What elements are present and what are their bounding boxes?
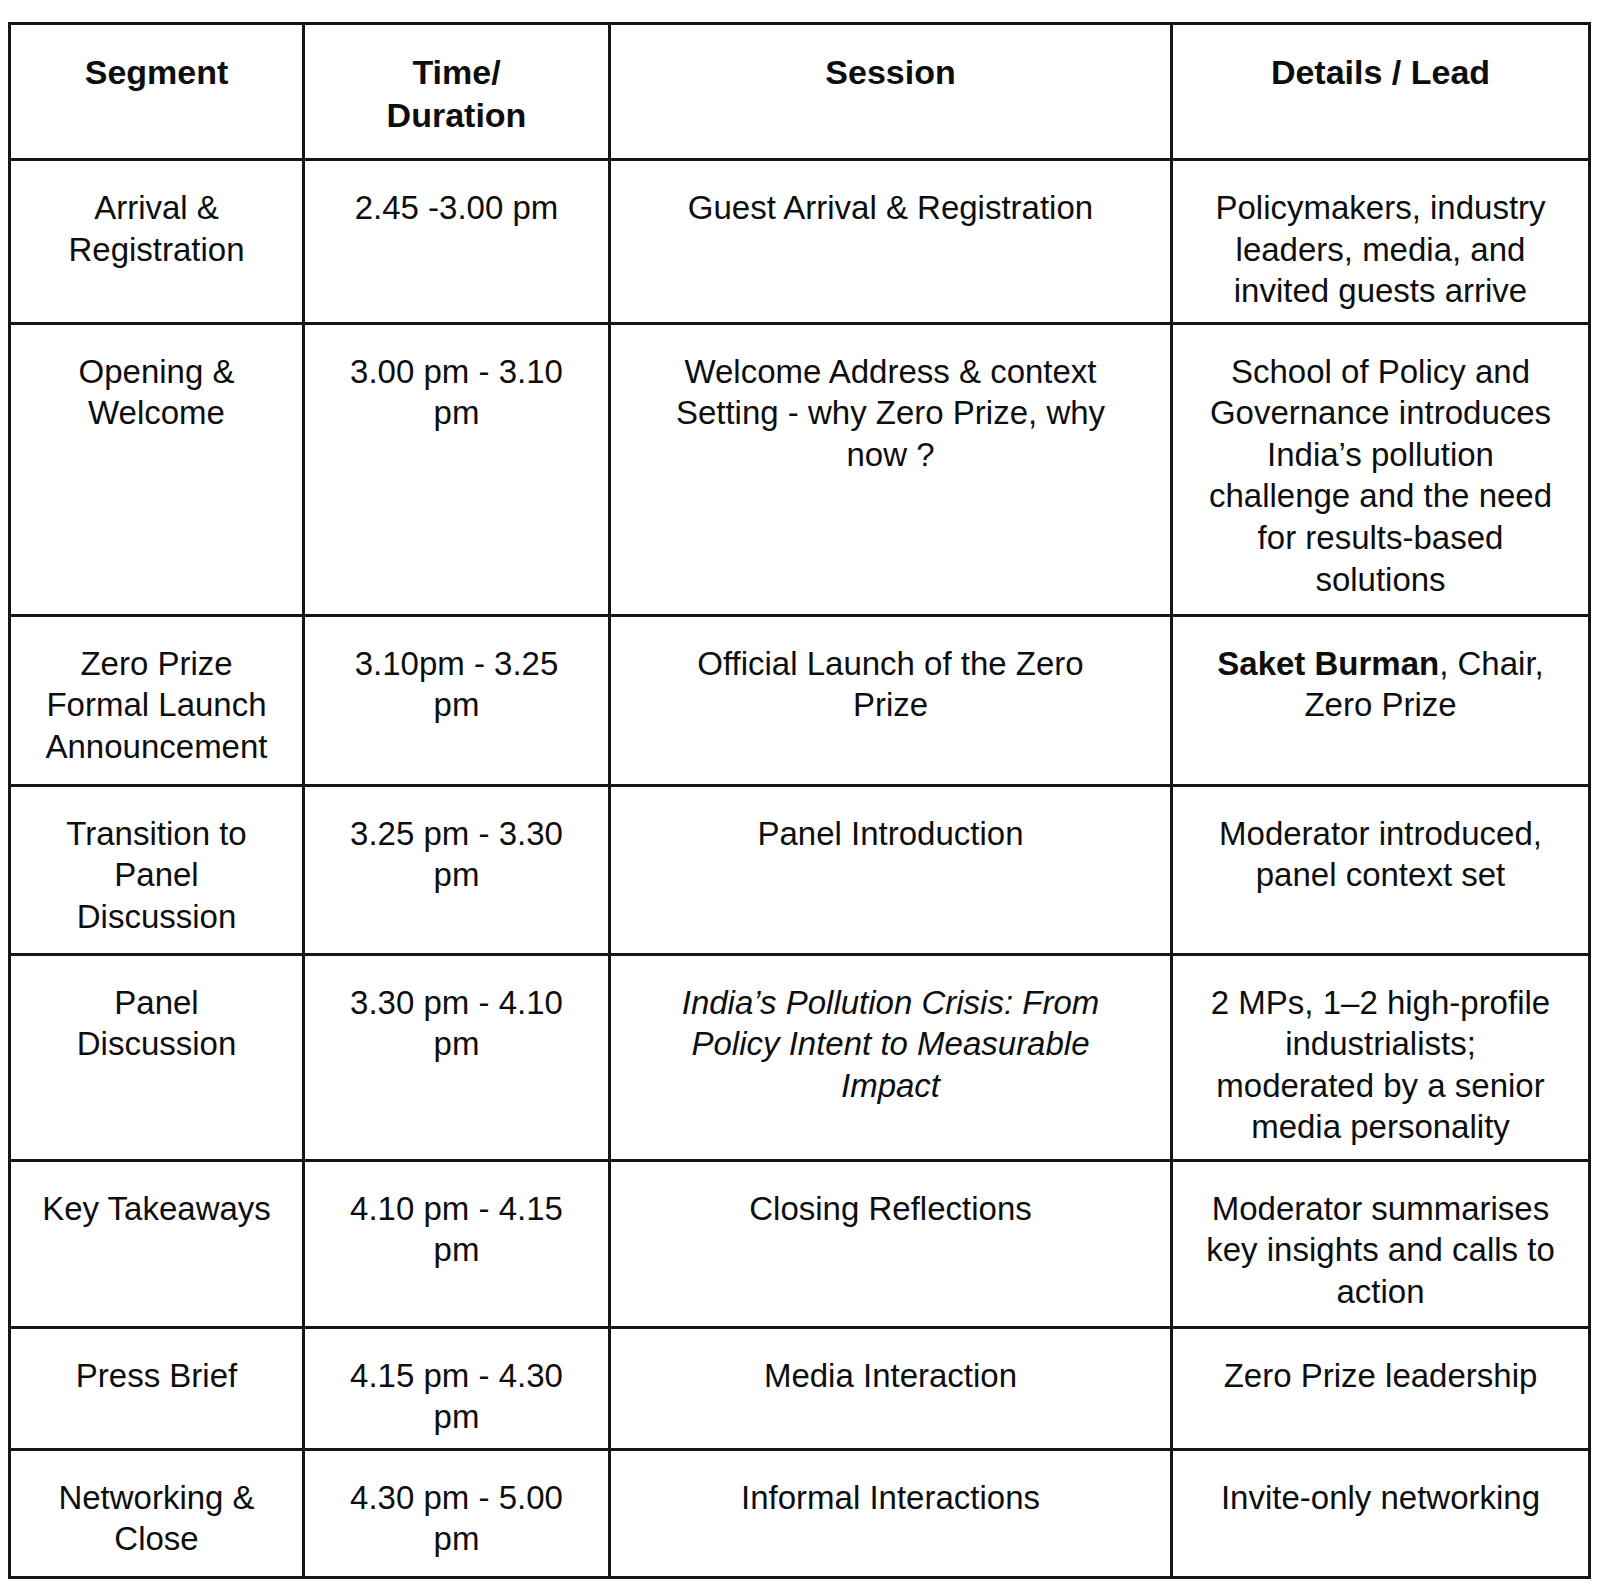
session-cell: Media Interaction: [610, 1327, 1172, 1449]
details-cell: 2 MPs, 1–2 high-profile industrialists; …: [1172, 954, 1590, 1160]
time-cell: 3.10pm - 3.25 pm: [304, 615, 610, 785]
segment-cell: Key Takeaways: [10, 1160, 304, 1327]
session-cell: Official Launch of the Zero Prize: [610, 615, 1172, 785]
table-row: Arrival & Registration 2.45 -3.00 pm Gue…: [10, 160, 1590, 324]
schedule-table: Segment Time/ Duration Session Details /…: [8, 22, 1591, 1579]
session-cell: Informal Interactions: [610, 1449, 1172, 1577]
schedule-header: Segment Time/ Duration Session Details /…: [10, 24, 1590, 160]
details-cell: Zero Prize leadership: [1172, 1327, 1590, 1449]
details-cell: Invite-only networking: [1172, 1449, 1590, 1577]
details-cell: Moderator summarises key insights and ca…: [1172, 1160, 1590, 1327]
details-cell: Policymakers, industry leaders, media, a…: [1172, 160, 1590, 324]
header-time-duration: Time/ Duration: [304, 24, 610, 160]
segment-cell: Panel Discussion: [10, 954, 304, 1160]
details-cell: School of Policy and Governance introduc…: [1172, 323, 1590, 615]
header-details-lead: Details / Lead: [1172, 24, 1590, 160]
segment-cell: Opening & Welcome: [10, 323, 304, 615]
table-row: Press Brief 4.15 pm - 4.30 pm Media Inte…: [10, 1327, 1590, 1449]
schedule-body: Arrival & Registration 2.45 -3.00 pm Gue…: [10, 160, 1590, 1578]
time-cell: 4.10 pm - 4.15 pm: [304, 1160, 610, 1327]
event-schedule: Segment Time/ Duration Session Details /…: [8, 22, 1591, 1579]
segment-cell: Arrival & Registration: [10, 160, 304, 324]
session-cell: Guest Arrival & Registration: [610, 160, 1172, 324]
segment-cell: Press Brief: [10, 1327, 304, 1449]
table-row: Panel Discussion 3.30 pm - 4.10 pm India…: [10, 954, 1590, 1160]
time-cell: 3.30 pm - 4.10 pm: [304, 954, 610, 1160]
session-cell: Welcome Address & context Setting - why …: [610, 323, 1172, 615]
segment-cell: Networking & Close: [10, 1449, 304, 1577]
table-row: Transition to Panel Discussion 3.25 pm -…: [10, 785, 1590, 954]
table-row: Key Takeaways 4.10 pm - 4.15 pm Closing …: [10, 1160, 1590, 1327]
session-cell: Panel Introduction: [610, 785, 1172, 954]
header-segment: Segment: [10, 24, 304, 160]
time-cell: 3.25 pm - 3.30 pm: [304, 785, 610, 954]
header-session: Session: [610, 24, 1172, 160]
time-cell: 4.30 pm - 5.00 pm: [304, 1449, 610, 1577]
session-cell: Closing Reflections: [610, 1160, 1172, 1327]
segment-cell: Zero Prize Formal Launch Announcement: [10, 615, 304, 785]
table-row: Opening & Welcome 3.00 pm - 3.10 pm Welc…: [10, 323, 1590, 615]
table-row: Zero Prize Formal Launch Announcement 3.…: [10, 615, 1590, 785]
segment-cell: Transition to Panel Discussion: [10, 785, 304, 954]
details-cell: Moderator introduced, panel context set: [1172, 785, 1590, 954]
header-row: Segment Time/ Duration Session Details /…: [10, 24, 1590, 160]
time-cell: 2.45 -3.00 pm: [304, 160, 610, 324]
table-row: Networking & Close 4.30 pm - 5.00 pm Inf…: [10, 1449, 1590, 1577]
time-cell: 3.00 pm - 3.10 pm: [304, 323, 610, 615]
session-cell: India’s Pollution Crisis: From Policy In…: [610, 954, 1172, 1160]
details-cell: Saket Burman, Chair, Zero Prize: [1172, 615, 1590, 785]
time-cell: 4.15 pm - 4.30 pm: [304, 1327, 610, 1449]
